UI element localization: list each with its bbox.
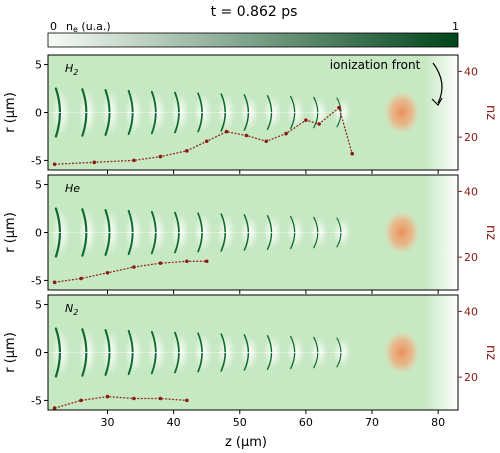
ionization-front-region bbox=[424, 295, 458, 410]
x-axis-label: z (µm) bbox=[225, 435, 267, 450]
y-axis-label: r (µm) bbox=[3, 212, 18, 253]
x-tick-label: 50 bbox=[233, 416, 247, 429]
electron-point bbox=[132, 396, 136, 401]
annotation-arrowhead bbox=[431, 97, 443, 106]
electron-point bbox=[185, 259, 189, 264]
y-tick-label: 0 bbox=[35, 107, 42, 120]
colorbar: 0 ne (u.a.) 1 bbox=[47, 20, 459, 48]
electron-trajectory bbox=[54, 106, 353, 165]
panel-field bbox=[48, 295, 458, 410]
y-tick-label: 5 bbox=[35, 59, 42, 72]
electron-point bbox=[158, 154, 163, 159]
x-tick-label: 40 bbox=[167, 416, 181, 429]
electron-point bbox=[79, 398, 83, 403]
ionization-front-region bbox=[424, 175, 458, 290]
colorbar-label-main: n bbox=[66, 20, 73, 33]
electron-point bbox=[105, 270, 110, 275]
y-tick-label: -5 bbox=[31, 154, 42, 167]
colorbar-label-rest: (u.a.) bbox=[78, 20, 111, 33]
right-y-tick-label: 20 bbox=[464, 131, 478, 144]
electron-point bbox=[204, 259, 209, 264]
electron-point bbox=[132, 158, 136, 163]
y-tick-label: 5 bbox=[35, 179, 42, 192]
right-y-tick-label: 20 bbox=[464, 251, 478, 264]
gas-label-main: H bbox=[65, 62, 73, 75]
electron-point bbox=[304, 118, 308, 122]
electron-point bbox=[204, 139, 209, 144]
gas-label: He bbox=[65, 182, 80, 195]
gas-label-sub: 2 bbox=[73, 308, 78, 317]
gas-label: N2 bbox=[65, 302, 78, 317]
right-y-tick-label: 40 bbox=[464, 305, 478, 318]
colorbar-label: ne (u.a.) bbox=[66, 20, 111, 34]
gas-label-main: N bbox=[65, 302, 73, 315]
electron-point bbox=[158, 261, 163, 265]
electron-point bbox=[132, 265, 136, 269]
panel-1: H2 -5 0 5 r (µm) 20 40 nz ionization front bbox=[3, 54, 498, 174]
right-y-axis-label: nz bbox=[483, 105, 498, 120]
colorbar-max-label: 1 bbox=[452, 20, 459, 33]
electron-point bbox=[105, 394, 110, 399]
electron-point bbox=[79, 276, 83, 281]
panel-3: N2 -5 0 5 r (µm) 20 40 nz 30 40 50 60 70 80 bbox=[3, 294, 498, 429]
y-axis-label: r (µm) bbox=[3, 332, 18, 373]
x-tick-label: 70 bbox=[365, 416, 379, 429]
gas-label-main: He bbox=[65, 182, 80, 195]
x-tick-label: 30 bbox=[101, 416, 115, 429]
electron-trajectory bbox=[54, 395, 187, 409]
electron-point bbox=[264, 139, 269, 144]
electron-point bbox=[52, 280, 57, 285]
colorbar-min-label: 0 bbox=[50, 20, 57, 33]
panel-2: He -5 0 5 r (µm) 20 40 nz bbox=[3, 174, 498, 294]
laser-pulse bbox=[383, 210, 420, 255]
electron-point bbox=[317, 122, 321, 126]
y-axis-label: r (µm) bbox=[3, 92, 18, 133]
laser-pulse bbox=[383, 90, 420, 135]
laser-pulse bbox=[383, 330, 420, 375]
colorbar-bar bbox=[47, 32, 459, 48]
x-tick-label: 60 bbox=[299, 416, 313, 429]
y-tick-label: 5 bbox=[35, 299, 42, 312]
gas-label: H2 bbox=[65, 62, 78, 77]
right-y-axis-label: nz bbox=[483, 225, 498, 240]
electron-point bbox=[224, 129, 229, 134]
y-tick-label: -5 bbox=[31, 394, 42, 407]
ionization-front-annotation: ionization front bbox=[330, 58, 421, 72]
electron-point bbox=[185, 398, 189, 403]
right-y-tick-label: 40 bbox=[464, 185, 478, 198]
ionization-front-region bbox=[424, 55, 458, 170]
gas-label-sub: 2 bbox=[73, 68, 78, 77]
chart-title: t = 0.862 ps bbox=[211, 4, 298, 20]
electron-point bbox=[337, 105, 341, 110]
panel-field bbox=[48, 175, 458, 290]
electron-point bbox=[92, 160, 97, 165]
electron-point bbox=[52, 162, 57, 167]
y-tick-label: 0 bbox=[35, 227, 42, 240]
right-y-tick-label: 20 bbox=[464, 371, 478, 384]
electron-point bbox=[52, 406, 57, 410]
panel-field bbox=[48, 55, 458, 170]
electron-point bbox=[350, 151, 354, 156]
electron-point bbox=[158, 396, 163, 401]
right-y-tick-label: 40 bbox=[464, 65, 478, 78]
annotation-arrow bbox=[432, 62, 443, 104]
electron-point bbox=[185, 149, 189, 153]
y-tick-label: -5 bbox=[31, 274, 42, 287]
right-y-axis-label: nz bbox=[483, 345, 498, 360]
x-tick-label: 80 bbox=[431, 416, 445, 429]
electron-point bbox=[244, 133, 249, 138]
colorbar-label-sub: e bbox=[73, 25, 78, 34]
electron-point bbox=[284, 131, 288, 136]
y-tick-label: 0 bbox=[35, 347, 42, 360]
